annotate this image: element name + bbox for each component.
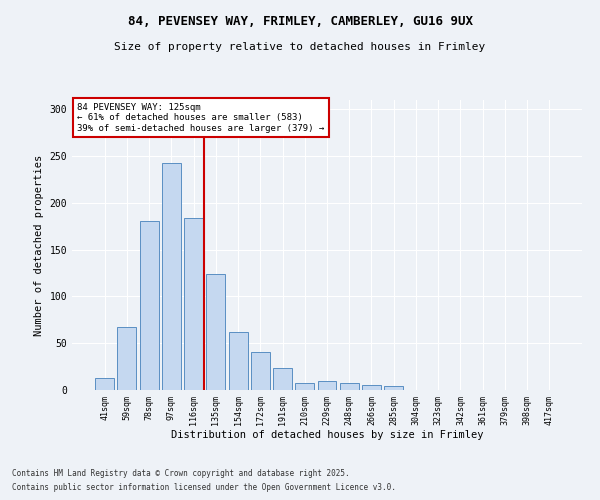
Bar xyxy=(251,352,270,390)
X-axis label: Distribution of detached houses by size in Frimley: Distribution of detached houses by size … xyxy=(171,430,483,440)
Bar xyxy=(273,368,292,390)
Bar xyxy=(206,274,225,390)
Text: 84 PEVENSEY WAY: 125sqm
← 61% of detached houses are smaller (583)
39% of semi-d: 84 PEVENSEY WAY: 125sqm ← 61% of detache… xyxy=(77,103,325,132)
Text: Contains HM Land Registry data © Crown copyright and database right 2025.: Contains HM Land Registry data © Crown c… xyxy=(12,468,350,477)
Bar xyxy=(118,328,136,390)
Bar xyxy=(295,382,314,390)
Bar xyxy=(162,162,181,390)
Text: Size of property relative to detached houses in Frimley: Size of property relative to detached ho… xyxy=(115,42,485,52)
Text: Contains public sector information licensed under the Open Government Licence v3: Contains public sector information licen… xyxy=(12,484,396,492)
Bar xyxy=(229,332,248,390)
Bar xyxy=(140,220,158,390)
Bar xyxy=(340,384,359,390)
Bar xyxy=(317,380,337,390)
Text: 84, PEVENSEY WAY, FRIMLEY, CAMBERLEY, GU16 9UX: 84, PEVENSEY WAY, FRIMLEY, CAMBERLEY, GU… xyxy=(128,15,473,28)
Bar xyxy=(95,378,114,390)
Y-axis label: Number of detached properties: Number of detached properties xyxy=(34,154,44,336)
Bar xyxy=(362,386,381,390)
Bar xyxy=(384,386,403,390)
Bar xyxy=(184,218,203,390)
